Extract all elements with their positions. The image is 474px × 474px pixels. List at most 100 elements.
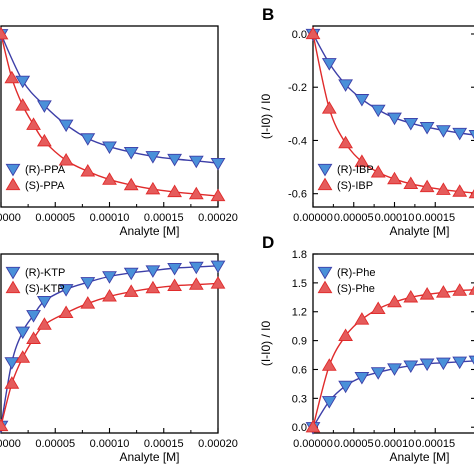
y-tick-label: -0.2 xyxy=(288,82,307,94)
legend-marker xyxy=(5,177,21,191)
data-point-r xyxy=(58,119,74,133)
x-tick-label: 0.00015 xyxy=(415,212,455,224)
data-point-s xyxy=(37,133,52,147)
data-point-s xyxy=(354,154,370,167)
x-axis-label: Analyte [M] xyxy=(389,450,449,464)
chart-panel-3: 0.00000 0.00005 0.00010 0.00015 0.00020 Analy… xyxy=(0,253,238,464)
legend-label: (R)-IBP xyxy=(337,164,374,176)
data-point-s xyxy=(305,419,321,433)
data-point-s xyxy=(452,283,468,296)
data-point-s xyxy=(123,177,139,191)
data-point-r xyxy=(338,79,353,92)
data-point-r xyxy=(145,265,161,278)
chart-panel-4: 0.00000 0.00005 0.00010 0.00015 0.0 0.3 0.6 0.9… xyxy=(259,233,474,464)
data-point-r xyxy=(167,153,182,167)
plot-frame xyxy=(312,253,474,434)
data-point-r xyxy=(468,355,474,365)
data-point-s xyxy=(305,26,321,40)
data-point-r xyxy=(452,356,468,370)
legend-marker xyxy=(5,280,21,294)
data-point-s xyxy=(58,153,74,166)
data-point-s xyxy=(123,284,139,297)
data-point-r xyxy=(80,133,96,146)
series-fit-line xyxy=(0,282,219,427)
data-point-s xyxy=(188,186,204,200)
x-tick-label: 0.00015 xyxy=(144,212,184,224)
data-point-s xyxy=(4,70,20,84)
y-tick-label: 0.9 xyxy=(292,336,307,348)
data-point-r xyxy=(321,58,337,71)
data-point-r xyxy=(370,367,386,380)
data-point-s xyxy=(26,117,41,130)
data-point-r xyxy=(436,357,451,371)
legend-label: (R)-KTP xyxy=(25,267,65,279)
data-point-s xyxy=(370,301,386,315)
data-point-s xyxy=(354,312,370,325)
data-point-r xyxy=(188,155,204,169)
data-point-s xyxy=(188,277,204,290)
data-point-r xyxy=(419,358,435,372)
data-point-r xyxy=(167,262,182,276)
data-point-s xyxy=(102,172,117,185)
y-tick-label: 1.2 xyxy=(292,307,307,319)
data-point-s xyxy=(15,98,31,111)
data-point-r xyxy=(4,357,20,370)
x-tick-label: 0.00010 xyxy=(375,212,415,224)
data-point-s xyxy=(102,289,117,302)
data-point-s xyxy=(0,418,9,432)
y-axis-label: (I-I0) / I0 xyxy=(259,321,273,367)
x-axis-label: Analyte [M] xyxy=(119,224,179,238)
x-tick-label: 0.00000 xyxy=(293,212,333,224)
legend-marker xyxy=(317,266,333,280)
data-point-s xyxy=(167,278,182,291)
data-point-s xyxy=(321,358,337,371)
data-point-r xyxy=(452,127,468,141)
x-tick-label: 0.00015 xyxy=(415,438,455,450)
x-tick-label: 0.00000 xyxy=(293,438,333,450)
data-point-r xyxy=(403,360,419,373)
y-tick-label: -0.6 xyxy=(288,189,307,201)
x-axis-label: Analyte [M] xyxy=(389,224,449,238)
data-point-s xyxy=(0,26,9,40)
data-point-r xyxy=(210,260,226,274)
data-point-r xyxy=(210,157,226,171)
legend-label: (S)-PPA xyxy=(25,180,65,192)
data-point-r xyxy=(15,75,31,89)
data-point-s xyxy=(436,182,451,195)
legend-label: (R)-PPA xyxy=(25,164,66,176)
legend-label: (S)-Phe xyxy=(337,283,375,295)
data-point-s xyxy=(370,165,386,178)
data-point-r xyxy=(354,372,370,385)
data-point-s xyxy=(338,328,353,341)
data-point-r xyxy=(58,284,74,297)
data-point-r xyxy=(37,295,52,309)
data-point-r xyxy=(37,100,52,113)
panel-letter: B xyxy=(262,5,274,24)
y-tick-label: 0.0 xyxy=(292,422,307,434)
data-point-r xyxy=(80,277,96,290)
x-axis-label: Analyte [M] xyxy=(119,450,179,464)
data-point-r xyxy=(403,118,419,131)
data-point-r xyxy=(145,151,161,164)
data-point-r xyxy=(123,267,139,281)
data-point-s xyxy=(145,181,161,195)
data-point-r xyxy=(387,112,402,126)
data-point-s xyxy=(15,350,31,363)
data-point-r xyxy=(419,121,435,135)
panel-letter: D xyxy=(262,233,274,252)
data-point-s xyxy=(80,296,96,309)
data-point-s xyxy=(210,188,226,202)
x-tick-label: 0.00005 xyxy=(334,438,374,450)
data-point-s xyxy=(145,280,161,294)
data-point-s xyxy=(338,135,353,149)
data-point-s xyxy=(80,163,96,177)
data-point-s xyxy=(436,285,451,298)
data-point-s xyxy=(403,289,419,303)
x-tick-label: 0.00010 xyxy=(90,438,130,450)
data-point-r xyxy=(15,326,31,340)
y-tick-label: 0.6 xyxy=(292,364,307,376)
data-point-s xyxy=(4,376,20,389)
data-point-r xyxy=(436,125,451,138)
data-point-s xyxy=(321,101,337,114)
data-point-s xyxy=(452,184,468,197)
